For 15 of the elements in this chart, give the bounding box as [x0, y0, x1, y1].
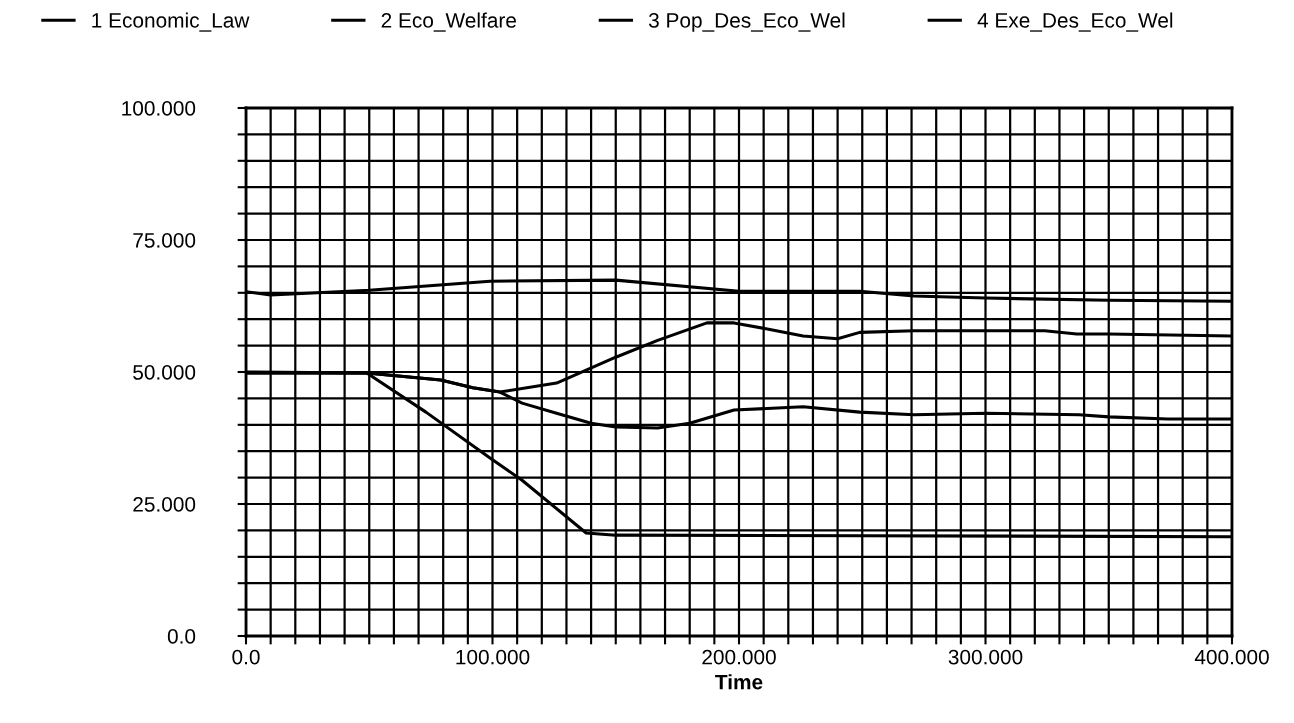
x-tick-label: 400.000: [1194, 649, 1269, 665]
legend-label: 3 Pop_Des_Eco_Wel: [648, 12, 845, 32]
x-tick-label: 0.0: [232, 649, 260, 665]
y-tick-label: 25.000: [133, 497, 196, 512]
x-tick-label: 300.000: [948, 649, 1023, 665]
y-tick-label: 50.000: [133, 365, 196, 380]
legend-label: 1 Economic_Law: [92, 12, 250, 32]
y-tick-label: 0.0: [167, 629, 196, 644]
y-tick-label: 75.000: [133, 233, 196, 248]
legend-label: 4 Exe_Des_Eco_Wel: [977, 12, 1173, 32]
x-axis-title: Time: [715, 674, 763, 690]
x-tick-label: 100.000: [456, 649, 530, 665]
legend-label: 2 Eco_Welfare: [381, 12, 516, 32]
y-tick-label: 100.000: [122, 101, 196, 116]
x-tick-label: 200.000: [702, 649, 776, 665]
